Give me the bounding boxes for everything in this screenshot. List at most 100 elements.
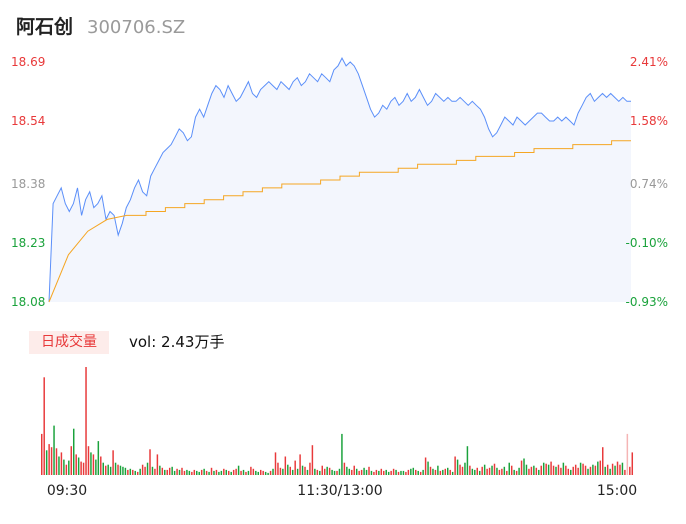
volume-bar <box>614 465 616 475</box>
volume-bar <box>483 464 486 475</box>
volume-bar <box>545 463 547 475</box>
volume-bar <box>252 468 255 475</box>
volume-bar <box>299 454 301 475</box>
volume-bar <box>481 466 483 475</box>
volume-bar <box>65 464 68 475</box>
stock-name: 阿石创 <box>16 16 74 38</box>
volume-bar <box>567 468 570 475</box>
stock-title: 阿石创 300706.SZ <box>16 12 185 40</box>
volume-bar <box>624 469 626 475</box>
volume-bar <box>127 469 129 475</box>
volume-bar <box>109 466 112 475</box>
volume-bar <box>368 466 370 475</box>
volume-bar <box>432 468 434 475</box>
volume-bar <box>597 461 599 475</box>
volume-bar <box>235 468 237 475</box>
volume-bar <box>306 469 309 475</box>
volume-bar <box>375 469 378 475</box>
volume-bar <box>540 465 542 475</box>
volume-bar <box>464 462 466 475</box>
volume-bar <box>405 471 407 475</box>
volume-bar <box>387 471 390 475</box>
volume-bar <box>171 466 173 475</box>
volume-bar <box>257 471 260 475</box>
volume-bar <box>245 471 247 475</box>
volume-bar <box>412 467 415 475</box>
volume-bar <box>139 468 141 475</box>
volume-bar <box>360 469 363 475</box>
volume-bar <box>203 468 205 475</box>
volume-bar <box>619 464 621 475</box>
volume-bar <box>629 466 631 475</box>
volume-bar <box>134 470 136 475</box>
volume-bar <box>513 469 515 475</box>
volume-bar <box>555 466 557 475</box>
volume-bar <box>533 465 535 475</box>
volume-bar <box>220 470 223 475</box>
x-tick-label: 11:30/13:00 <box>297 483 382 499</box>
volume-bar <box>284 456 287 475</box>
volume-bar <box>186 469 188 475</box>
volume-bar <box>250 466 252 475</box>
volume-bar <box>95 459 97 475</box>
volume-bar <box>451 471 454 475</box>
volume-bar <box>151 466 154 475</box>
volume-bar <box>45 450 48 475</box>
volume-bar <box>164 469 166 475</box>
volume-bar <box>579 462 582 475</box>
volume-bar <box>272 468 274 475</box>
volume-bar <box>161 467 164 475</box>
volume-bar <box>173 470 176 475</box>
volume-bar <box>181 467 183 475</box>
volume-bar <box>407 469 410 475</box>
volume-bar <box>577 467 579 475</box>
volume-bar <box>296 468 299 475</box>
y-left-tick-label: 18.54 <box>11 114 45 128</box>
volume-bar <box>478 470 481 475</box>
volume-bar <box>223 468 225 475</box>
volume-bar <box>493 463 496 475</box>
volume-bar <box>100 456 102 475</box>
volume-bar <box>247 470 250 475</box>
volume-bar <box>291 469 294 475</box>
volume-bar <box>437 465 439 475</box>
volume-bar <box>267 472 269 475</box>
volume-bar <box>43 377 45 475</box>
volume-bar <box>370 470 373 475</box>
volume-bar <box>144 466 146 475</box>
volume-bar <box>58 456 60 475</box>
volume-bar <box>525 464 528 475</box>
volume-bar <box>508 462 510 475</box>
volume-bar <box>348 468 351 475</box>
volume-value: 2.43万手 <box>161 333 225 351</box>
volume-bar <box>378 470 380 475</box>
volume-bar <box>97 441 100 475</box>
volume-bar <box>188 470 191 475</box>
volume-bar <box>176 468 178 475</box>
volume-bar <box>415 469 417 475</box>
average-price-line <box>48 140 631 303</box>
volume-bar <box>444 468 447 475</box>
volume-bar <box>63 459 65 475</box>
volume-bar <box>41 433 43 475</box>
volume-readout: vol: 2.43万手 <box>129 331 224 353</box>
y-left-tick-label: 18.38 <box>11 177 45 191</box>
volume-bar <box>237 465 240 475</box>
volume-bar <box>417 470 419 475</box>
x-tick-label: 15:00 <box>597 483 637 499</box>
volume-bar <box>358 470 360 475</box>
volume-bar <box>488 467 491 475</box>
volume-bar <box>427 461 429 475</box>
volume-bar <box>594 465 597 475</box>
volume-bar <box>82 462 85 475</box>
volume-bar <box>565 465 567 475</box>
volume-bar <box>159 465 161 475</box>
volume-bar <box>205 470 208 475</box>
daily-volume-tab[interactable]: 日成交量 <box>29 331 109 354</box>
volume-bar <box>383 470 385 475</box>
volume-bar <box>218 471 220 475</box>
volume-bar <box>456 459 459 475</box>
volume-bar <box>424 457 427 475</box>
volume-bar <box>309 462 311 475</box>
volume-bar <box>321 465 323 475</box>
